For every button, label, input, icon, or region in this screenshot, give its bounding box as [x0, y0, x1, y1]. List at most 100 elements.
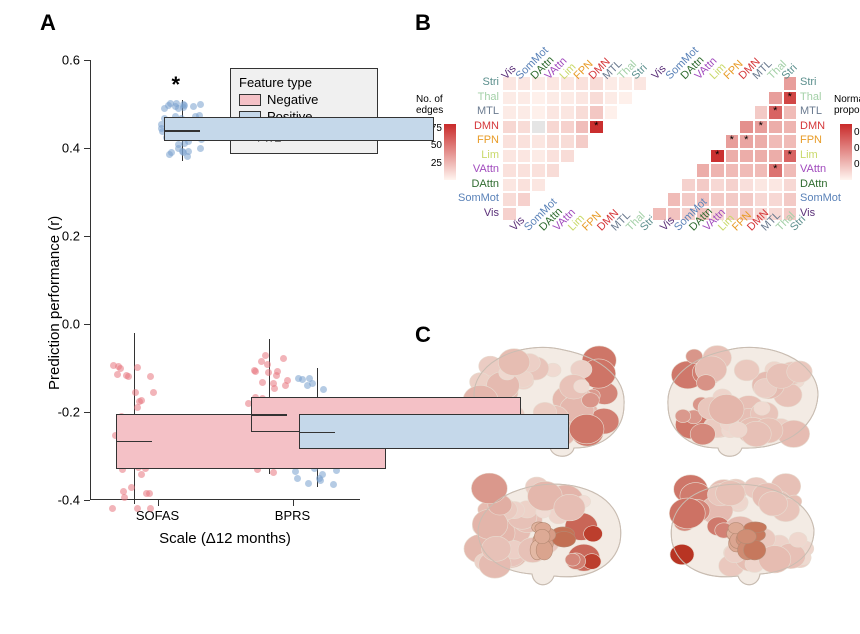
heatmap-cell [546, 134, 561, 149]
brain-parcel [787, 361, 812, 383]
brain-parcel [584, 526, 603, 542]
heatmap-row-label: MTL [800, 105, 822, 117]
heatmap-cell [754, 163, 769, 178]
jitter-point [280, 355, 287, 362]
heatmap-cell [560, 120, 575, 135]
heatmap-sig: * [768, 164, 783, 175]
heatmap-cell [560, 91, 575, 106]
heatmap-cell [502, 120, 517, 135]
heatmap-sig: * [768, 106, 783, 117]
brain-lateral [668, 346, 818, 457]
jitter-point [317, 477, 324, 484]
heatmap-cell [560, 149, 575, 164]
jitter-point [197, 145, 204, 152]
panel-a-x-title: Scale (Δ12 months) [90, 530, 360, 547]
panel-b-label: B [415, 10, 431, 36]
jitter-point [134, 404, 141, 411]
jitter-point [138, 397, 145, 404]
legend-label: Negative [267, 92, 318, 107]
box-median [299, 432, 335, 434]
brain-parcel [734, 360, 759, 381]
heatmap-cell [546, 149, 561, 164]
heatmap-cell [725, 192, 740, 207]
jitter-point [150, 389, 157, 396]
jitter-point [304, 382, 311, 389]
heatmap-cell [560, 105, 575, 120]
heatmap-cell [546, 163, 561, 178]
jitter-point [190, 103, 197, 110]
heatmap-cell [725, 178, 740, 193]
jitter-point [134, 364, 141, 371]
heatmap-cell [531, 134, 546, 149]
jitter-point [259, 379, 266, 386]
colorbar [840, 124, 852, 180]
heatmap-cell [783, 192, 798, 207]
brain-parcel [554, 494, 585, 521]
heatmap-sig: * [754, 121, 769, 132]
heatmap-cell [575, 105, 590, 120]
box-median [116, 441, 152, 443]
heatmap-cell [710, 163, 725, 178]
heatmap-row-label: DMN [474, 120, 499, 132]
brain-parcel [569, 414, 604, 444]
jitter-point [138, 471, 145, 478]
heatmap-cell [589, 105, 604, 120]
jitter-point [175, 145, 182, 152]
colorbar-title: No. of edges [416, 94, 443, 116]
heatmap-cell [531, 120, 546, 135]
jitter-point [125, 373, 132, 380]
heatmap-cell [502, 178, 517, 193]
heatmap-row-label: VAttn [800, 163, 826, 175]
brain-parcel [690, 423, 715, 444]
heatmap-cell [517, 134, 532, 149]
heatmap-cell [754, 105, 769, 120]
heatmap-cell [681, 178, 696, 193]
heatmap-cell [725, 149, 740, 164]
colorbar-tick: 50 [431, 140, 442, 151]
jitter-point [146, 490, 153, 497]
brain-parcel [709, 394, 744, 424]
heatmap-cell [531, 178, 546, 193]
heatmap-cell [589, 91, 604, 106]
y-tick-label: 0.4 [62, 141, 90, 156]
heatmap-cell [517, 105, 532, 120]
heatmap-cell [575, 134, 590, 149]
heatmap-sig: * [710, 150, 725, 161]
jitter-point [274, 368, 281, 375]
heatmap-cell [710, 192, 725, 207]
brain-parcel [754, 402, 770, 416]
heatmap-cell [739, 192, 754, 207]
jitter-point [284, 377, 291, 384]
jitter-point [197, 101, 204, 108]
heatmap-cell [768, 192, 783, 207]
colorbar-title: Normalised proportion [834, 94, 860, 116]
jitter-point [109, 505, 116, 512]
panel-a: -0.4-0.20.00.20.40.6 SOFASBPRS * Predict… [30, 20, 410, 550]
heatmap-row-label: FPN [800, 134, 822, 146]
brain-parcel [574, 380, 590, 393]
heatmap-row-label: Thal [800, 91, 821, 103]
heatmap-sig: * [783, 92, 798, 103]
brain-parcel [675, 409, 691, 422]
box-median [251, 414, 287, 416]
heatmap-cell [783, 120, 798, 135]
brain-parcel [669, 498, 705, 529]
y-axis-line [90, 60, 91, 500]
legend-row: Negative [239, 92, 369, 107]
jitter-point [252, 368, 259, 375]
colorbar-tick: 0.04 [854, 159, 860, 170]
heatmap-cell [502, 149, 517, 164]
heatmap-cell [754, 149, 769, 164]
colorbar-tick: 0.08 [854, 143, 860, 154]
heatmap-cell [531, 163, 546, 178]
heatmap-row-label: SomMot [458, 192, 499, 204]
box-median [164, 130, 200, 132]
y-tick-label: 0.0 [62, 317, 90, 332]
heatmap-row-label: Vis [484, 207, 499, 219]
jitter-point [147, 373, 154, 380]
heatmap-cell [710, 178, 725, 193]
heatmap-sig: * [739, 135, 754, 146]
jitter-point [271, 385, 278, 392]
box-rect [299, 414, 569, 449]
jitter-point [270, 469, 277, 476]
